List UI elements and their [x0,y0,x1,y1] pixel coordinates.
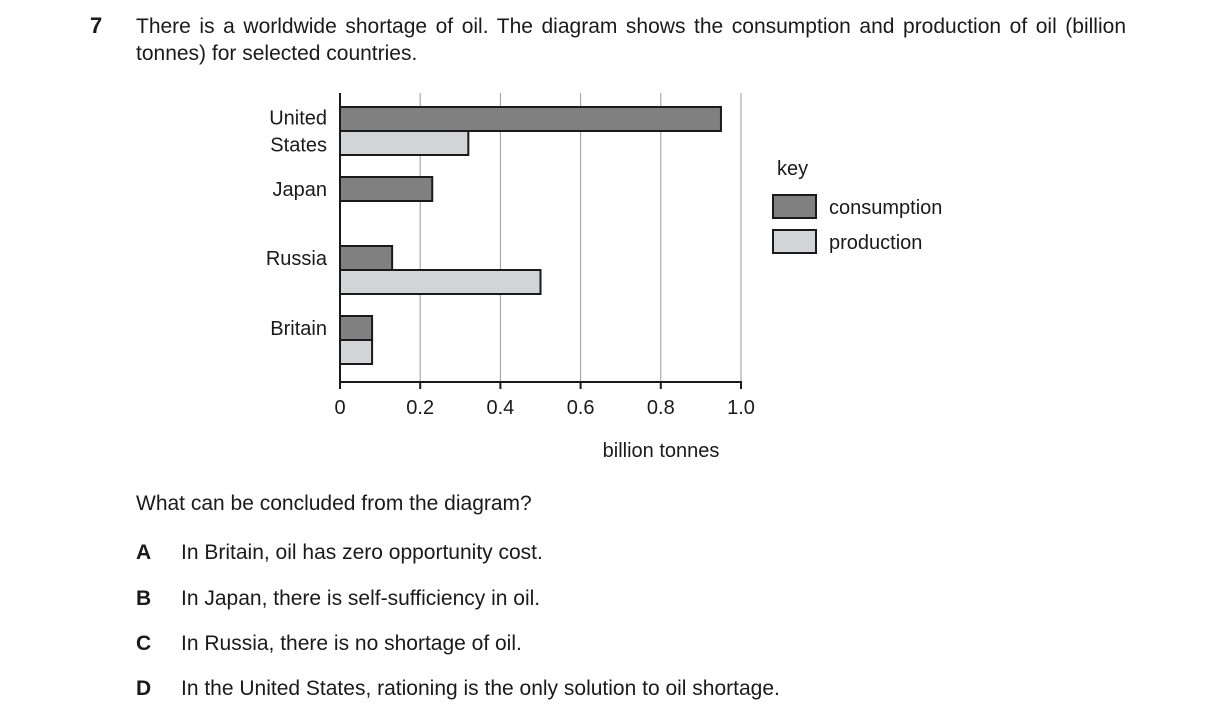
category-label: United [269,108,327,130]
legend-swatch-consumption [772,194,817,219]
x-axis-label: billion tonnes [603,440,720,462]
question-prompt: What can be concluded from the diagram? [136,492,532,515]
x-tick-label: 0.6 [567,397,595,419]
option-text: In the United States, rationing is the o… [181,677,780,700]
bar-consumption [339,176,434,202]
bar-consumption [339,106,722,132]
option-text: In Britain, oil has zero opportunity cos… [181,541,543,564]
option-letter: A [136,541,152,564]
legend-label-consumption: consumption [829,197,942,219]
bar-production [339,339,374,365]
category-label: Britain [270,318,327,340]
bar-consumption [339,315,374,341]
legend-title: key [777,158,808,180]
x-tick-label: 0.4 [486,397,514,419]
question-text: There is a worldwide shortage of oil. Th… [136,15,1126,65]
x-tick-label: 0.2 [406,397,434,419]
x-tick-label: 0 [334,397,345,419]
option-text: In Russia, there is no shortage of oil. [181,632,522,655]
bar-production [339,269,542,295]
bar-consumption [339,245,394,271]
bar-production [339,130,470,156]
category-label: States [270,135,327,157]
option-text: In Japan, there is self-sufficiency in o… [181,587,541,610]
option-letter: B [136,587,152,610]
legend-swatch-production [772,229,817,254]
option-letter: C [136,632,152,655]
bar-chart: United States Japan Russia Britain 0 0.2 0.4 0.6… [266,93,942,462]
category-label: Russia [266,248,328,270]
x-tick-label: 0.8 [647,397,675,419]
x-tick-label: 1.0 [727,397,755,419]
category-label: Japan [273,179,328,201]
option-letter: D [136,677,152,700]
question-number: 7 [90,13,103,38]
legend-label-production: production [829,232,922,254]
